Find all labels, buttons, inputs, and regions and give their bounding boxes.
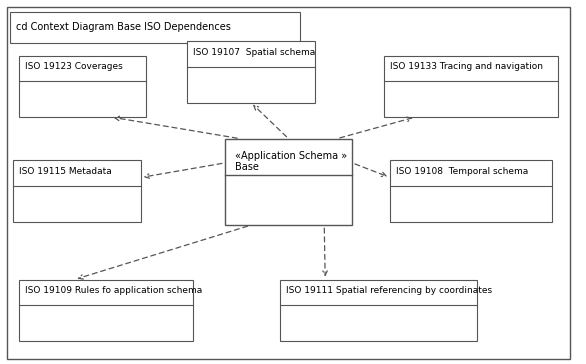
Bar <box>13 160 141 222</box>
Bar <box>384 56 558 117</box>
Bar <box>19 280 193 341</box>
Text: ISO 19123 Coverages: ISO 19123 Coverages <box>25 62 122 71</box>
Text: ISO 19115 Metadata: ISO 19115 Metadata <box>19 167 111 176</box>
Bar <box>280 280 477 341</box>
Text: ISO 19109 Rules fo application schema: ISO 19109 Rules fo application schema <box>25 286 202 295</box>
Text: ISO 19111 Spatial referencing by coordinates: ISO 19111 Spatial referencing by coordin… <box>285 286 492 295</box>
Text: ISO 19107  Spatial schema: ISO 19107 Spatial schema <box>193 48 315 57</box>
Text: «Application Schema »: «Application Schema » <box>235 151 347 161</box>
Bar <box>187 41 315 103</box>
Text: ISO 19133 Tracing and navigation: ISO 19133 Tracing and navigation <box>390 62 543 71</box>
Bar <box>10 12 300 43</box>
Text: Base: Base <box>235 162 259 172</box>
Bar <box>390 160 553 222</box>
Text: ISO 19108  Temporal schema: ISO 19108 Temporal schema <box>396 167 528 176</box>
Bar <box>19 56 146 117</box>
Text: cd Context Diagram Base ISO Dependences: cd Context Diagram Base ISO Dependences <box>16 23 231 32</box>
Bar <box>224 139 352 225</box>
